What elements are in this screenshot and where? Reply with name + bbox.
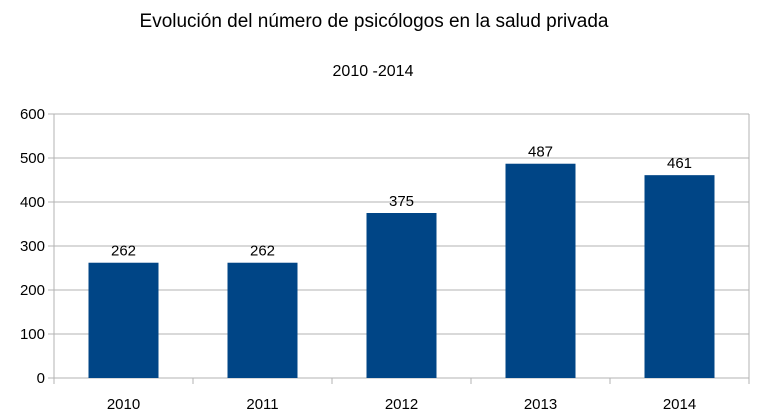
- x-tick-label: 2010: [107, 396, 140, 413]
- x-tick-label: 2011: [246, 396, 278, 413]
- bar: [88, 262, 159, 378]
- chart-title: Evolución del número de psicólogos en la…: [140, 11, 609, 32]
- chart-subtitle: 2010 -2014: [333, 63, 414, 80]
- y-tick-label: 0: [37, 370, 45, 387]
- data-label: 262: [250, 243, 275, 260]
- bar: [644, 175, 715, 378]
- y-tick-label: 200: [20, 282, 45, 299]
- bar: [227, 262, 298, 378]
- y-tick-label: 400: [20, 194, 45, 211]
- data-label: 487: [528, 144, 553, 161]
- y-tick-label: 300: [20, 238, 45, 255]
- y-tick-label: 500: [20, 150, 45, 167]
- x-tick-label: 2013: [524, 396, 557, 413]
- bar: [366, 213, 437, 378]
- x-tick-label: 2014: [663, 396, 696, 413]
- data-label: 461: [667, 155, 692, 172]
- y-tick-label: 600: [20, 106, 45, 123]
- data-label: 262: [111, 243, 136, 260]
- y-tick-label: 100: [20, 326, 45, 343]
- x-tick-label: 2012: [385, 396, 418, 413]
- bar: [505, 163, 576, 378]
- data-label: 375: [389, 193, 414, 210]
